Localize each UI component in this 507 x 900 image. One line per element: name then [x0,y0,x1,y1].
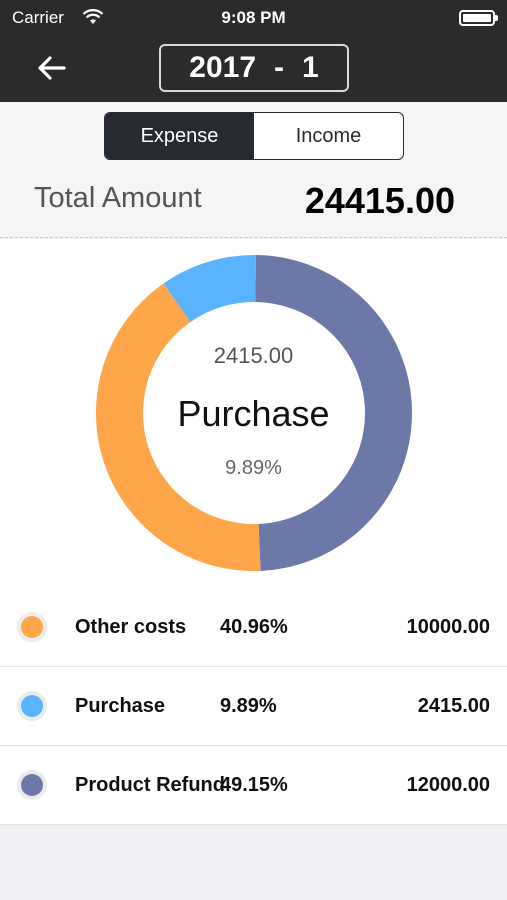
total-amount-value: 24415.00 [304,180,455,221]
slice-other-costs[interactable] [96,283,261,571]
category-name: Purchase [75,695,166,717]
color-swatch [21,616,43,638]
category-name: Other costs [75,616,187,638]
expense-tab[interactable]: Expense [105,113,254,159]
carrier-label: Carrier [12,8,64,27]
color-dot [17,612,47,642]
total-amount-label: Total Amount [34,182,202,214]
legend-row[interactable]: Purchase 9.89% 2415.00 [0,667,507,746]
category-amount: 10000.00 [406,616,490,638]
type-segmented-control: Expense Income [104,112,404,160]
donut-chart [96,255,413,571]
category-percent: 9.89% [220,695,277,717]
income-tab[interactable]: Income [295,124,362,147]
color-swatch [21,774,43,796]
category-percent: 40.96% [220,616,288,638]
date-separator: - [274,51,285,84]
category-percent: 49.15% [220,774,288,796]
category-name: Product Refund [75,774,225,796]
color-dot [17,691,47,721]
year-label: 2017 [189,51,257,84]
battery-icon [459,10,498,26]
chart-center-percent: 9.89% [225,457,282,479]
date-selector[interactable]: 2017 - 1 [159,44,349,92]
chart-center-amount: 2415.00 [213,343,294,368]
month-label: 1 [302,51,319,84]
summary-header: Expense Income Total Amount 24415.00 [0,102,507,238]
color-swatch [21,695,43,717]
clock: 9:08 PM [221,8,286,27]
legend-row[interactable]: Product Refund 49.15% 12000.00 [0,746,507,825]
legend-list: Other costs 40.96% 10000.00 Purchase 9.8… [0,588,507,825]
color-dot [17,770,47,800]
slice-purchase[interactable] [163,255,256,322]
back-arrow-icon[interactable] [34,50,70,86]
category-amount: 2415.00 [417,695,490,717]
chart-center-name: Purchase [177,393,330,434]
nav-bar: 2017 - 1 [0,36,507,102]
donut-chart-area: 2415.00 Purchase 9.89% [0,239,507,588]
slice-product-refund[interactable] [255,255,413,571]
category-amount: 12000.00 [406,774,490,796]
legend-row[interactable]: Other costs 40.96% 10000.00 [0,588,507,667]
status-bar: Carrier 9:08 PM [0,0,507,36]
wifi-icon [82,9,104,24]
